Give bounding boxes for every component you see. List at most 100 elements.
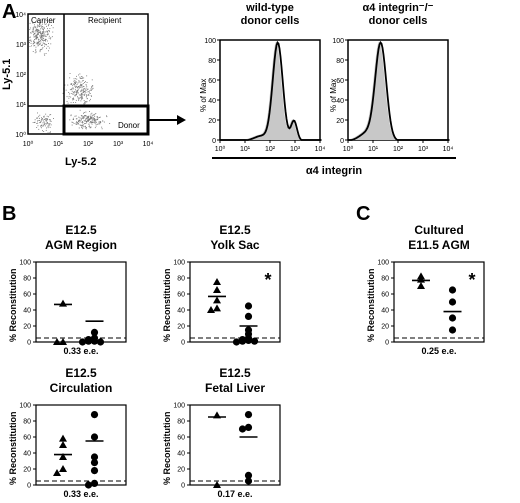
scatter-event: [35, 50, 37, 52]
scatter-event: [49, 28, 51, 29]
scatter-event: [32, 28, 34, 29]
scatter-event: [95, 119, 97, 121]
scatter-event: [46, 40, 48, 42]
scatter-event: [86, 121, 88, 123]
scatter-event: [80, 125, 82, 126]
scatter-event: [91, 79, 93, 81]
scatter-event: [78, 94, 80, 96]
scatter-event: [70, 89, 72, 91]
chart-y-tick-label: 100: [19, 403, 31, 410]
scatter-event: [95, 118, 97, 120]
scatter-event: [42, 37, 44, 39]
scatter-event: [71, 84, 72, 85]
scatter-event: [90, 126, 92, 128]
data-point-circle: [448, 286, 457, 294]
scatter-event: [81, 127, 83, 129]
histogram-wild-type: wild-type donor cells % of Max 100 80 60 40…: [199, 2, 325, 153]
data-point-circle: [232, 338, 241, 346]
scatter-event: [68, 97, 70, 99]
scatter-event: [76, 91, 77, 93]
chart-y-tick-label: 100: [173, 403, 185, 410]
scatter-event: [45, 31, 47, 33]
scatter-event: [85, 123, 87, 124]
chart-y-label: % Reconstitution: [8, 269, 18, 343]
scatter-event: [90, 88, 92, 90]
scatter-event: [39, 35, 41, 37]
scatter-event: [44, 34, 46, 36]
scatter-event: [88, 126, 90, 128]
scatter-event: [84, 126, 86, 128]
data-point-circle: [244, 471, 253, 479]
scatter-event: [72, 91, 74, 93]
scatter-event: [43, 32, 45, 34]
scatter-event: [34, 36, 36, 38]
scatter-event: [45, 40, 46, 42]
scatter-event: [94, 113, 96, 115]
scatter-event: [35, 35, 37, 37]
scatter-event: [84, 89, 86, 91]
scatter-event: [78, 116, 80, 118]
scatter-event: [38, 33, 39, 35]
scatter-event: [45, 35, 46, 37]
scatter-event: [34, 119, 36, 121]
scatter-event: [73, 97, 74, 99]
scatter-x-ticks: 10⁰ 10¹ 10² 10³ 10⁴: [23, 140, 154, 148]
scatter-event: [95, 122, 96, 124]
scatter-event: [99, 116, 101, 118]
scatter-event: [45, 20, 47, 21]
scatter-event: [92, 119, 94, 121]
scatter-event: [79, 73, 81, 75]
scatter-event: [86, 94, 88, 96]
scatter-event: [43, 42, 45, 44]
scatter-event: [88, 115, 90, 117]
scatter-event: [45, 23, 47, 25]
scatter-event: [44, 123, 46, 124]
scatter-event: [44, 118, 46, 120]
scatter-event: [40, 37, 42, 38]
scatter-event: [72, 117, 74, 119]
scatter-event: [49, 114, 51, 116]
histogram-x-tick-label: 10²: [393, 146, 404, 153]
scatter-event: [41, 127, 42, 129]
scatter-event: [106, 116, 108, 118]
scatter-event: [36, 35, 38, 36]
scatter-event: [46, 44, 47, 46]
chart-y-label: % Reconstitution: [8, 412, 18, 486]
scatter-event: [75, 115, 77, 117]
scatter-event: [81, 78, 82, 79]
flow-scatter-plot: Carrier Recipient Donor 10⁴10³10²10¹10⁰ …: [1, 12, 153, 168]
scatter-event: [37, 42, 39, 44]
scatter-event: [34, 33, 36, 35]
scatter-event: [74, 95, 76, 97]
scatter-y-tick-label: 10⁴: [15, 12, 26, 19]
scatter-event: [46, 115, 48, 117]
data-point-circle: [90, 453, 99, 461]
scatter-event: [79, 117, 81, 119]
scatter-event: [75, 122, 77, 124]
scatter-event: [47, 31, 48, 32]
data-point-circle: [244, 411, 253, 419]
scatter-event: [45, 119, 47, 121]
scatter-event: [95, 121, 96, 123]
scatter-event: [70, 102, 72, 104]
scatter-event: [43, 53, 45, 55]
scatter-event: [69, 119, 71, 121]
scatter-event: [36, 36, 38, 38]
chart-y-tick-label: 40: [23, 308, 31, 315]
chart-title-line-2: AGM Region: [45, 238, 117, 252]
scatter-event: [82, 125, 84, 127]
scatter-event: [86, 122, 88, 124]
scatter-event: [48, 23, 50, 25]
scatter-event: [39, 122, 41, 124]
data-point-triangle: [53, 469, 61, 476]
scatter-event: [32, 43, 34, 45]
scatter-event: [39, 117, 40, 119]
scatter-event: [91, 112, 93, 114]
scatter-event: [37, 29, 39, 31]
scatter-event: [81, 125, 83, 127]
scatter-event: [77, 82, 79, 84]
scatter-event: [44, 43, 46, 45]
scatter-event: [78, 127, 80, 129]
scatter-event: [96, 121, 97, 123]
